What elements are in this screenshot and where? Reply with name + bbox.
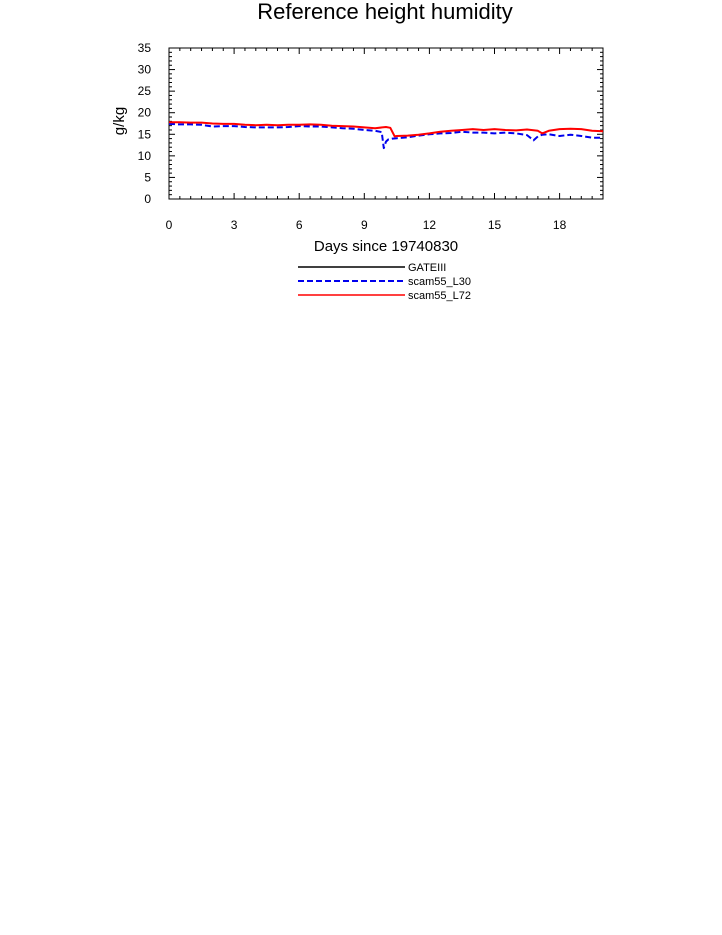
- x-tick-label: 3: [231, 218, 238, 232]
- y-axis-label: g/kg: [111, 107, 128, 135]
- y-tick-label: 0: [144, 192, 151, 206]
- x-tick-label: 6: [296, 218, 303, 232]
- series-line-2: [169, 121, 604, 138]
- y-tick-label: 30: [138, 63, 152, 77]
- x-tick-label: 9: [361, 218, 368, 232]
- x-axis: 0 3 6 9 12 15 18: [166, 48, 604, 232]
- x-tick-label: 12: [423, 218, 437, 232]
- chart-title: Reference height humidity: [257, 0, 513, 24]
- y-axis: 0 5 10 15 20 25 30 35: [138, 41, 603, 206]
- y-tick-label: 5: [144, 170, 151, 184]
- y-tick-label: 35: [138, 41, 152, 55]
- series-layer: [168, 121, 604, 150]
- legend: GATEIII scam55_L30 scam55_L72: [298, 262, 471, 302]
- x-tick-label: 18: [553, 218, 567, 232]
- y-tick-label: 20: [138, 106, 152, 120]
- y-tick-label: 25: [138, 84, 152, 98]
- y-tick-label: 15: [138, 127, 152, 141]
- series-line-1: [168, 122, 603, 150]
- legend-label-2: scam55_L72: [408, 290, 471, 302]
- x-tick-label: 15: [488, 218, 502, 232]
- legend-label-1: scam55_L30: [408, 276, 471, 288]
- x-tick-label: 0: [166, 218, 173, 232]
- y-tick-label: 10: [138, 149, 152, 163]
- x-axis-label: Days since 19740830: [314, 238, 458, 255]
- legend-label-0: GATEIII: [408, 262, 446, 274]
